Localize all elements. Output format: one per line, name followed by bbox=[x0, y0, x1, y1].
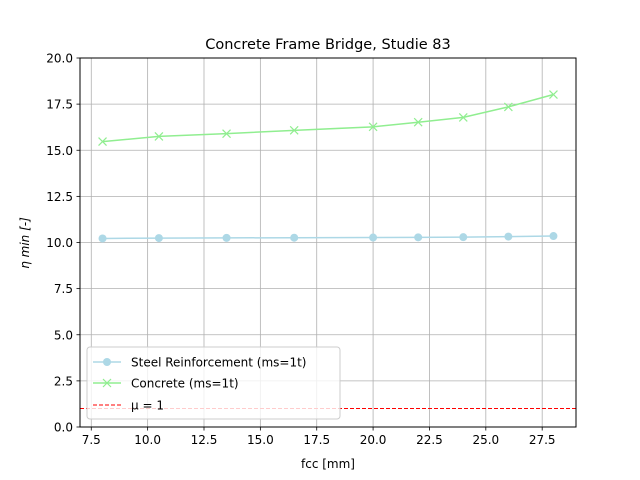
data-point-steel bbox=[414, 233, 423, 242]
legend-box bbox=[86, 346, 341, 420]
data-point-steel bbox=[369, 233, 378, 242]
data-point-steel bbox=[222, 233, 231, 242]
x-tick-label: 17.5 bbox=[303, 433, 330, 447]
y-tick-label: 5.0 bbox=[54, 328, 73, 342]
data-point-steel bbox=[459, 233, 468, 242]
y-tick-label: 12.5 bbox=[46, 190, 73, 204]
x-tick-label: 7.5 bbox=[82, 433, 101, 447]
x-tick-label: 25.0 bbox=[472, 433, 499, 447]
data-point-concrete bbox=[413, 117, 423, 127]
y-axis-label: η min [-] bbox=[18, 217, 32, 269]
y-tick-label: 0.0 bbox=[54, 421, 73, 435]
x-tick-label: 27.5 bbox=[529, 433, 556, 447]
legend-marker-concrete bbox=[102, 378, 112, 388]
data-point-concrete bbox=[98, 137, 107, 147]
x-tick-label: 22.5 bbox=[416, 433, 443, 447]
series-layer bbox=[98, 90, 558, 243]
legend: Steel Reinforcement (ms=1t) Concrete (ms… bbox=[86, 346, 341, 420]
data-point-steel bbox=[98, 234, 107, 243]
y-tick-label: 7.5 bbox=[54, 282, 73, 296]
data-point-concrete bbox=[368, 122, 378, 132]
data-point-steel bbox=[549, 232, 558, 241]
data-point-concrete bbox=[222, 129, 231, 139]
x-tick-label: 15.0 bbox=[247, 433, 274, 447]
data-point-concrete bbox=[503, 102, 513, 112]
legend-label-steel: Steel Reinforcement (ms=1t) bbox=[131, 356, 306, 370]
chart-title: Concrete Frame Bridge, Studie 83 bbox=[205, 37, 451, 53]
y-tick-label: 17.5 bbox=[46, 98, 73, 112]
legend-label-mu: μ = 1 bbox=[131, 399, 164, 413]
x-tick-label: 10.0 bbox=[134, 433, 161, 447]
data-point-concrete bbox=[458, 112, 468, 122]
legend-marker-steel bbox=[103, 358, 111, 366]
data-point-steel bbox=[154, 234, 163, 243]
data-point-concrete bbox=[154, 131, 164, 141]
data-point-concrete bbox=[549, 90, 558, 99]
data-point-concrete bbox=[289, 125, 299, 135]
data-point-steel bbox=[290, 233, 299, 242]
x-axis-label: fcc [mm] bbox=[301, 457, 355, 471]
y-tick-label: 20.0 bbox=[46, 52, 73, 66]
x-tick-label: 20.0 bbox=[360, 433, 387, 447]
y-tick-label: 15.0 bbox=[46, 144, 73, 158]
x-tick-label: 12.5 bbox=[191, 433, 218, 447]
legend-label-concrete: Concrete (ms=1t) bbox=[131, 377, 239, 391]
y-tick-label: 10.0 bbox=[46, 236, 73, 250]
data-point-steel bbox=[504, 232, 513, 241]
axis-ticks: 7.5 10.0 12.5 15.0 17.5 20.0 22.5 25.0 27.5 0.0 2.… bbox=[46, 52, 555, 448]
y-tick-label: 2.5 bbox=[54, 374, 73, 388]
